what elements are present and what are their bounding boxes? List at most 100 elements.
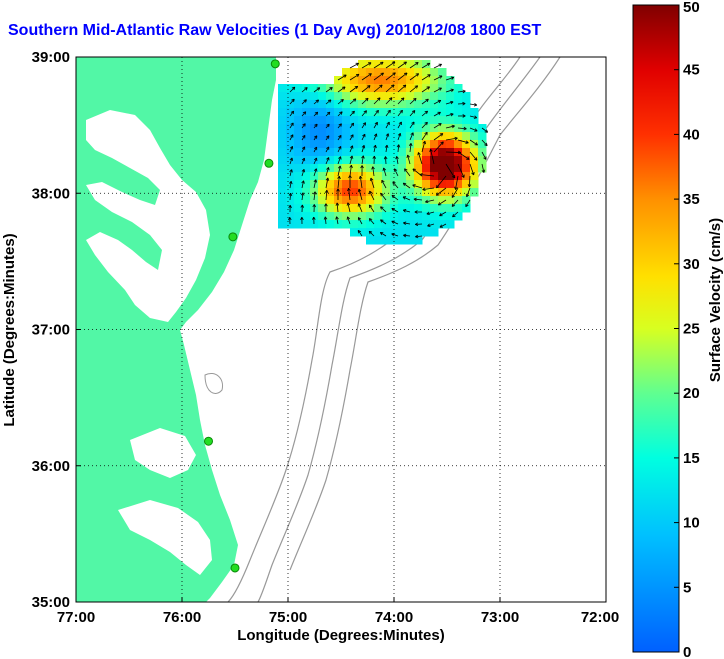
velocity-arrow [451,187,459,198]
velocity-cell [414,204,423,213]
velocity-arrow [301,157,305,165]
velocity-cell [326,92,335,101]
velocity-arrow-head [348,175,351,179]
velocity-arrow [313,111,319,117]
velocity-arrow-head [368,218,371,222]
x-tick-label: 73:00 [481,609,519,626]
colorbar-ticks: 0 5 10 15 20 25 30 35 40 45 50 [674,0,700,659]
velocity-arrow-head [415,222,418,225]
velocity-arrow-head [368,231,371,235]
velocity-cell [358,108,367,117]
velocity-arrow [361,133,366,141]
velocity-arrow [337,146,342,153]
velocity-cell [430,148,439,157]
velocity-arrow [381,179,387,189]
velocity-cell [334,172,343,181]
velocity-arrow-head [370,177,374,181]
velocity-arrow-head [369,218,373,220]
velocity-arrow-head [451,124,455,127]
velocity-arrow-head [415,234,419,238]
velocity-cell [318,164,327,173]
colorbar-tick-label: 5 [683,579,691,596]
velocity-cell [374,156,383,165]
velocity-cell [478,156,487,165]
velocity-arrow-head [347,202,351,206]
velocity-cell [286,84,295,93]
velocity-cell [342,140,351,149]
velocity-arrow [337,176,340,189]
map-title: Southern Mid-Atlantic Raw Velocities (1 … [8,22,542,39]
velocity-cell [302,92,311,101]
velocity-cell [318,148,327,157]
velocity-cell [414,76,423,85]
velocity-arrow-head [369,62,372,66]
velocity-arrow [361,145,365,153]
velocity-cell [454,188,463,197]
velocity-arrow-head [288,192,292,196]
velocity-arrow [368,230,375,237]
velocity-arrow [325,167,329,177]
velocity-cell [438,84,447,93]
velocity-arrow [358,203,363,213]
velocity-arrow [325,99,332,105]
velocity-cell [382,124,391,133]
velocity-arrow [403,222,411,225]
velocity-arrow-head [351,164,353,169]
velocity-arrow [373,72,384,81]
velocity-arrow [369,190,375,201]
velocity-arrow [392,181,399,189]
velocity-arrow [324,216,327,225]
velocity-arrow [438,199,447,206]
velocity-arrow-head [291,98,295,101]
velocity-arrow-head [328,124,330,128]
velocity-arrow [413,198,423,201]
velocity-arrow-head [403,234,407,238]
velocity-cell [414,188,423,197]
velocity-cell [286,100,295,109]
velocity-arrow-head [314,191,317,195]
velocity-cell [310,108,319,117]
velocity-arrow-head [483,169,486,173]
velocity-cell [470,172,479,181]
velocity-cell [438,68,447,77]
hf-radar-stations [204,59,280,573]
velocity-cell [478,164,487,173]
velocity-arrow [430,149,435,165]
velocity-cell [350,116,359,125]
velocity-cell [358,116,367,125]
velocity-arrow-head [350,145,353,148]
velocity-arrow-head [474,128,478,132]
velocity-cell [414,180,423,189]
velocity-cell [366,148,375,157]
velocity-cell [342,76,351,85]
velocity-arrow [436,187,447,196]
velocity-arrow-head [463,128,467,131]
velocity-arrow-head [369,177,372,182]
velocity-cell [422,204,431,213]
velocity-cell [406,188,415,197]
velocity-arrow [301,180,304,189]
velocity-cell [438,92,447,101]
velocity-arrow [409,73,419,81]
velocity-cell [390,156,399,165]
velocity-cell [366,196,375,205]
velocity-cell [382,196,391,205]
velocity-cell [454,204,463,213]
velocity-arrow-head [328,112,331,116]
velocity-cell [390,60,399,69]
velocity-cell [430,204,439,213]
velocity-arrow-head [340,99,344,101]
velocity-arrow-head [324,189,328,193]
velocity-cell [406,228,415,237]
velocity-arrow-head [375,145,377,149]
velocity-cell [326,164,335,173]
velocity-arrow-head [437,202,441,206]
velocity-cell [358,92,367,101]
velocity-arrow [313,135,318,141]
velocity-arrow [402,182,411,189]
velocity-cell [470,148,479,157]
velocity-arrow-head [435,192,438,196]
velocity-arrow-head [469,184,472,188]
velocity-arrow [433,141,444,153]
velocity-arrow-head [353,111,355,115]
